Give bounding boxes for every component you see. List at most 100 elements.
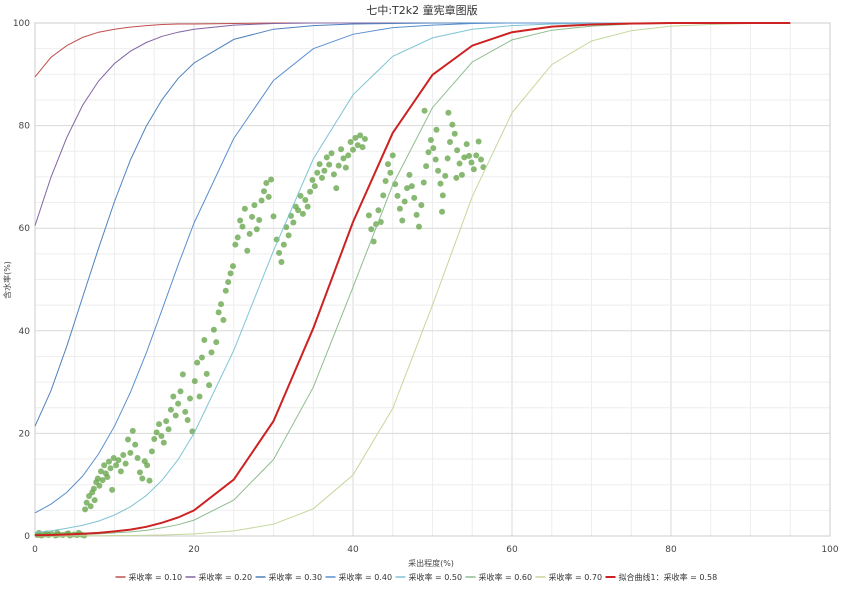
legend-label: 拟合曲线1：采收率 = 0.58 (619, 572, 718, 582)
scatter-point (246, 230, 253, 237)
scatter-point (206, 382, 213, 389)
legend-label: 采收率 = 0.10 (129, 572, 183, 582)
x-tick-label: 80 (665, 545, 677, 555)
scatter-point (340, 155, 347, 162)
scatter-point (113, 462, 120, 469)
scatter-point (330, 171, 337, 178)
scatter-point (144, 462, 151, 469)
scatter-point (318, 174, 325, 181)
scatter-point (251, 202, 258, 209)
y-tick-label: 80 (19, 122, 31, 132)
scatter-point (451, 130, 458, 137)
scatter-point (101, 462, 108, 469)
scatter-point (314, 169, 321, 176)
scatter-point (347, 139, 354, 146)
scatter-point (361, 135, 368, 142)
scatter-point (151, 436, 158, 443)
y-tick-label: 0 (24, 532, 30, 542)
scatter-point (423, 163, 430, 170)
scatter-point (444, 155, 451, 162)
scatter-point (167, 406, 174, 413)
x-tick-label: 60 (506, 545, 518, 555)
scatter-point (427, 136, 434, 143)
scatter-point (342, 164, 349, 171)
grid (34, 22, 831, 537)
scatter-point (210, 326, 217, 333)
scatter-point (365, 212, 372, 219)
scatter-point (461, 154, 468, 161)
scatter-point (97, 468, 104, 475)
scatter-point (470, 166, 477, 173)
scatter-point (194, 359, 201, 366)
x-axis-label: 采出程度(%) (408, 558, 454, 568)
scatter-point (326, 161, 333, 168)
scatter-point (295, 207, 302, 214)
scatter-point (244, 247, 251, 254)
x-tick-label: 20 (188, 545, 200, 555)
scatter-point (473, 152, 480, 159)
scatter-point (297, 192, 304, 199)
scatter-point (163, 418, 170, 425)
scatter-point (302, 196, 309, 203)
scatter-point (87, 503, 94, 510)
scatter-point (446, 139, 453, 146)
y-tick-label: 100 (13, 19, 30, 29)
y-tick-label: 60 (19, 224, 31, 234)
scatter-point (132, 441, 139, 448)
scatter-point (256, 216, 263, 223)
scatter-point (453, 174, 460, 181)
scatter-point (406, 171, 413, 178)
scatter-point (389, 152, 396, 159)
scatter-point (404, 185, 411, 192)
scatter-point (421, 107, 428, 114)
legend-label: 采收率 = 0.60 (479, 572, 533, 582)
scatter-point (415, 223, 422, 230)
scatter-point (321, 167, 328, 174)
scatter-point (468, 159, 475, 166)
scatter-point (96, 482, 103, 489)
scatter-point (466, 152, 473, 159)
scatter-point (456, 160, 463, 167)
scatter-point (270, 213, 277, 220)
scatter-point (418, 202, 425, 209)
scatter-point (316, 161, 323, 168)
scatter-point (153, 429, 160, 436)
scatter-point (160, 439, 167, 446)
scatter-point (475, 138, 482, 145)
scatter-point (107, 465, 114, 472)
scatter-point (191, 378, 198, 385)
scatter-point (229, 263, 236, 270)
scatter-point (265, 193, 272, 200)
scatter-point (299, 210, 306, 217)
scatter-point (375, 207, 382, 214)
y-tick-label: 20 (19, 429, 31, 439)
scatter-point (110, 455, 117, 462)
scatter-point (146, 477, 153, 484)
scatter-point (156, 421, 163, 428)
scatter-point (435, 167, 442, 174)
scatter-point (345, 152, 352, 159)
scatter-point (396, 205, 403, 212)
scatter-point (82, 506, 89, 513)
scatter-point (201, 337, 208, 344)
scatter-point (218, 301, 225, 308)
scatter-point (380, 192, 387, 199)
scatter-point (352, 134, 359, 141)
scatter-point (394, 192, 401, 199)
scatter-point (115, 457, 122, 464)
scatter-point (158, 432, 165, 439)
scatter-point (179, 371, 186, 378)
lines-layer (34, 22, 791, 537)
scatter-point (323, 154, 330, 161)
scatter-point (359, 144, 366, 151)
legend: 采收率 = 0.10 采收率 = 0.20 采收率 = 0.30 采收率 = 0.40… (115, 572, 718, 582)
scatter-point (125, 436, 132, 443)
scatter-point (136, 469, 143, 476)
scatter-point (433, 126, 440, 133)
y-axis-label: 含水率(%) (2, 261, 12, 299)
scatter-point (196, 393, 203, 400)
scatter-point (170, 393, 177, 400)
scatter-point (382, 178, 389, 185)
scatter-point (104, 474, 111, 481)
